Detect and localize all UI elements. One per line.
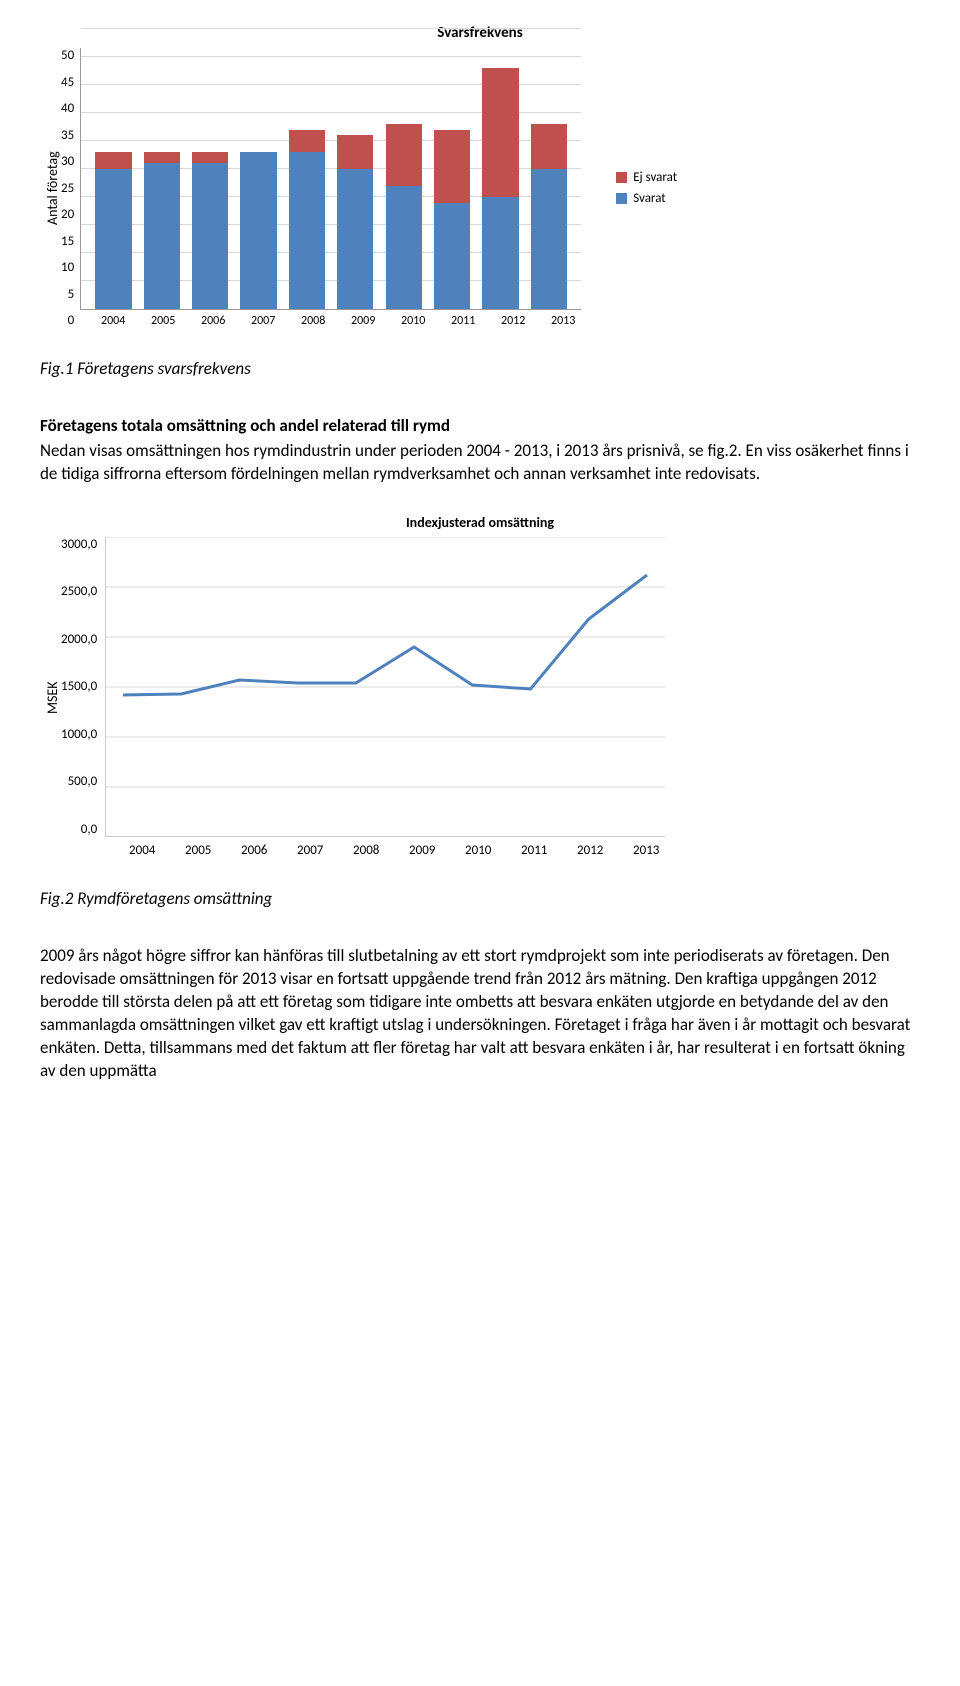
bar-ytick: 50 bbox=[61, 48, 74, 63]
bar-ytick: 5 bbox=[61, 287, 74, 302]
bar-chart-title: Svarsfrekvens bbox=[40, 24, 920, 42]
legend-label: Ej svarat bbox=[633, 170, 677, 185]
figure2-caption: Fig.2 Rymdföretagens omsättning bbox=[40, 888, 920, 909]
section-heading: Företagens totala omsättning och andel r… bbox=[40, 415, 920, 436]
bar-xtick: 2006 bbox=[194, 314, 232, 328]
bar bbox=[531, 48, 567, 309]
bar-ytick: 40 bbox=[61, 101, 74, 116]
bar-xtick: 2007 bbox=[244, 314, 282, 328]
bar-xtick: 2010 bbox=[394, 314, 432, 328]
bar-xtick: 2004 bbox=[94, 314, 132, 328]
line-xtick: 2006 bbox=[226, 843, 282, 858]
paragraph-2: 2009 års något högre siffror kan hänföra… bbox=[40, 945, 920, 1083]
bar-chart-xaxis: 2004 2005 2006 2007 2008 2009 2010 2011 2012 2013 bbox=[80, 310, 596, 328]
bar bbox=[240, 48, 276, 309]
line-xtick: 2013 bbox=[618, 843, 674, 858]
bar bbox=[192, 48, 228, 309]
bar-ytick: 0 bbox=[61, 313, 74, 328]
bar-xtick: 2005 bbox=[144, 314, 182, 328]
line-chart-yaxis-label: MSEK bbox=[40, 537, 61, 858]
omsattning-line-chart: Indexjusterad omsättning MSEK 0,0 500,0 10… bbox=[40, 514, 920, 858]
bar-chart-yticks: 0 5 10 15 20 25 30 35 40 45 50 bbox=[61, 48, 80, 328]
line-xtick: 2012 bbox=[562, 843, 618, 858]
line-chart-yticks: 0,0 500,0 1000,0 1500,0 2000,0 2500,0 3000,0 bbox=[61, 537, 105, 837]
line-ytick: 2000,0 bbox=[61, 632, 97, 647]
legend-swatch bbox=[616, 193, 627, 204]
bar-ytick: 15 bbox=[61, 234, 74, 249]
figure1-caption: Fig.1 Företagens svarsfrekvens bbox=[40, 358, 920, 379]
bar bbox=[482, 48, 518, 309]
bar bbox=[434, 48, 470, 309]
line-xtick: 2008 bbox=[338, 843, 394, 858]
bar bbox=[337, 48, 373, 309]
bar-xtick: 2013 bbox=[544, 314, 582, 328]
line-chart-title: Indexjusterad omsättning bbox=[40, 514, 920, 531]
bar-chart-yaxis-label: Antal företag bbox=[40, 48, 61, 328]
legend-swatch bbox=[616, 172, 627, 183]
bar-xtick: 2012 bbox=[494, 314, 532, 328]
legend-item: Svarat bbox=[616, 191, 677, 206]
line-ytick: 3000,0 bbox=[61, 537, 97, 552]
bar-ytick: 10 bbox=[61, 260, 74, 275]
line-xtick: 2011 bbox=[506, 843, 562, 858]
svarsfrekvens-bar-chart: Svarsfrekvens Antal företag 0 5 10 15 20 25 30… bbox=[40, 24, 920, 328]
line-ytick: 500,0 bbox=[61, 774, 97, 789]
line-ytick: 2500,0 bbox=[61, 584, 97, 599]
line-xtick: 2009 bbox=[394, 843, 450, 858]
line-ytick: 1000,0 bbox=[61, 727, 97, 742]
bar-ytick: 30 bbox=[61, 154, 74, 169]
bar bbox=[386, 48, 422, 309]
bar-xtick: 2009 bbox=[344, 314, 382, 328]
bar-chart-plot bbox=[80, 48, 581, 310]
legend-item: Ej svarat bbox=[616, 170, 677, 185]
legend-label: Svarat bbox=[633, 191, 665, 206]
line-ytick: 0,0 bbox=[61, 822, 97, 837]
bar-ytick: 45 bbox=[61, 75, 74, 90]
line-chart-plot bbox=[105, 537, 665, 837]
bar-xtick: 2008 bbox=[294, 314, 332, 328]
bar-xtick: 2011 bbox=[444, 314, 482, 328]
line-xtick: 2007 bbox=[282, 843, 338, 858]
line-ytick: 1500,0 bbox=[61, 679, 97, 694]
bar bbox=[289, 48, 325, 309]
bar-chart-legend: Ej svarat Svarat bbox=[596, 48, 677, 328]
bar-ytick: 25 bbox=[61, 181, 74, 196]
bar-ytick: 35 bbox=[61, 128, 74, 143]
line-xtick: 2004 bbox=[114, 843, 170, 858]
line-chart-xaxis: 2004200520062007200820092010201120122013 bbox=[105, 837, 683, 858]
line-xtick: 2010 bbox=[450, 843, 506, 858]
bar-ytick: 20 bbox=[61, 207, 74, 222]
bar bbox=[95, 48, 131, 309]
paragraph-1: Nedan visas omsättningen hos rymdindustr… bbox=[40, 440, 920, 486]
bar bbox=[144, 48, 180, 309]
line-xtick: 2005 bbox=[170, 843, 226, 858]
